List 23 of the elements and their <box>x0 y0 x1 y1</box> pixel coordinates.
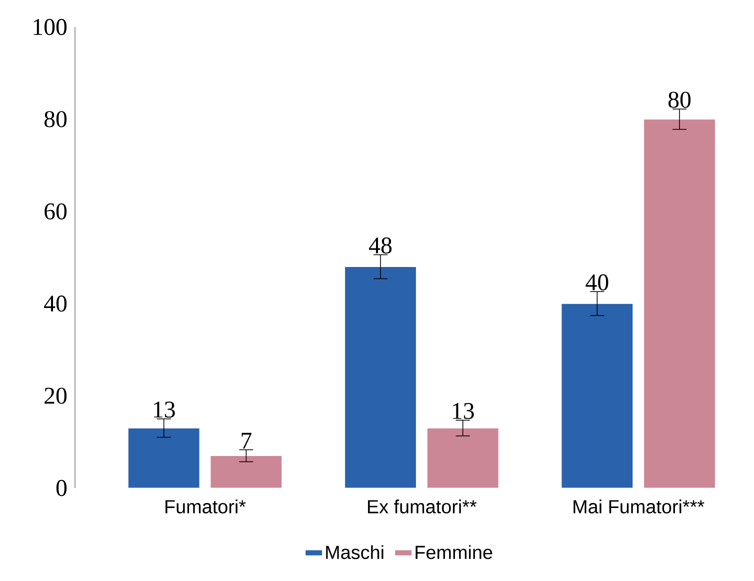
y-tick-label: 20 <box>44 388 67 404</box>
data-label: 80 <box>668 92 691 108</box>
bar <box>426 428 499 488</box>
x-tick-label: Ex fumatori** <box>368 500 477 514</box>
bar <box>561 303 634 488</box>
y-tick-label: 40 <box>44 296 67 312</box>
legend-label: Maschi <box>326 545 384 560</box>
data-label: 13 <box>452 402 474 420</box>
y-tick-label: 80 <box>44 111 67 128</box>
y-tick-label: 100 <box>34 18 67 36</box>
bar <box>643 118 716 488</box>
data-label: 7 <box>242 432 252 449</box>
bar <box>344 266 417 488</box>
x-tick-label: Fumatori* <box>166 500 246 514</box>
legend-label: Femmine <box>416 545 492 560</box>
data-label: 13 <box>154 402 175 418</box>
data-label: 48 <box>369 237 392 254</box>
bar <box>210 455 282 488</box>
x-tick-label: Mai Fumatori*** <box>574 500 704 514</box>
bar <box>128 428 200 488</box>
y-tick-label: 60 <box>44 203 67 220</box>
y-tick-label: 0 <box>56 480 67 496</box>
data-label: 40 <box>586 274 608 290</box>
